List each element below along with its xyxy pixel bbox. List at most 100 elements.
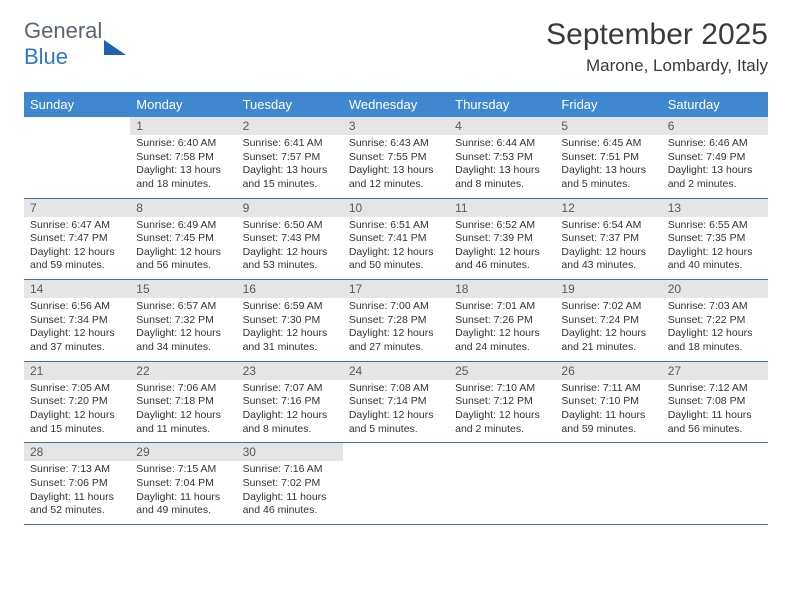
daylight-text: Daylight: 12 hours and 15 minutes. — [30, 409, 124, 436]
calendar-cell: 11 Sunrise: 6:52 AMSunset: 7:39 PMDayligh… — [449, 198, 555, 280]
day-number: 11 — [449, 199, 555, 217]
calendar-cell: 5Sunrise: 6:45 AMSunset: 7:51 PMDaylight… — [555, 117, 661, 198]
dow-sat: Saturday — [662, 92, 768, 117]
daylight-text: Daylight: 12 hours and 50 minutes. — [349, 246, 443, 273]
day-number: 9 — [237, 199, 343, 217]
day-number: 12 — [555, 199, 661, 217]
day-number: 6 — [662, 117, 768, 135]
day-body: Sunrise: 7:01 AMSunset: 7:26 PMDaylight:… — [449, 298, 555, 361]
daylight-text: Daylight: 12 hours and 18 minutes. — [668, 327, 762, 354]
sunrise-text: Sunrise: 6:43 AM — [349, 137, 443, 151]
daylight-text: Daylight: 12 hours and 46 minutes. — [455, 246, 549, 273]
day-number: 13 — [662, 199, 768, 217]
sunset-text: Sunset: 7:12 PM — [455, 395, 549, 409]
sunset-text: Sunset: 7:51 PM — [561, 151, 655, 165]
day-body: Sunrise: 6:59 AMSunset: 7:30 PMDaylight:… — [237, 298, 343, 361]
sunset-text: Sunset: 7:47 PM — [30, 232, 124, 246]
sunset-text: Sunset: 7:43 PM — [243, 232, 337, 246]
logo-word-2: Blue — [24, 44, 68, 69]
sunrise-text: Sunrise: 6:49 AM — [136, 219, 230, 233]
calendar-cell: 9Sunrise: 6:50 AMSunset: 7:43 PMDaylight… — [237, 198, 343, 280]
day-number: 24 — [343, 362, 449, 380]
calendar-week: 7Sunrise: 6:47 AMSunset: 7:47 PMDaylight… — [24, 198, 768, 280]
sunset-text: Sunset: 7:30 PM — [243, 314, 337, 328]
sunrise-text: Sunrise: 7:12 AM — [668, 382, 762, 396]
day-body — [449, 461, 555, 515]
day-body: Sunrise: 6:50 AMSunset: 7:43 PMDaylight:… — [237, 217, 343, 280]
sunrise-text: Sunrise: 7:07 AM — [243, 382, 337, 396]
sunrise-text: Sunrise: 7:05 AM — [30, 382, 124, 396]
sunrise-text: Sunrise: 6:41 AM — [243, 137, 337, 151]
daylight-text: Daylight: 13 hours and 18 minutes. — [136, 164, 230, 191]
calendar-cell: 23Sunrise: 7:07 AMSunset: 7:16 PMDayligh… — [237, 361, 343, 443]
day-number: 4 — [449, 117, 555, 135]
day-number — [24, 117, 130, 135]
daylight-text: Daylight: 12 hours and 59 minutes. — [30, 246, 124, 273]
day-number: 10 — [343, 199, 449, 217]
calendar-cell: 27Sunrise: 7:12 AMSunset: 7:08 PMDayligh… — [662, 361, 768, 443]
calendar-week: 1Sunrise: 6:40 AMSunset: 7:58 PMDaylight… — [24, 117, 768, 198]
calendar-table: Sunday Monday Tuesday Wednesday Thursday… — [24, 92, 768, 525]
sunset-text: Sunset: 7:49 PM — [668, 151, 762, 165]
calendar-cell: 22Sunrise: 7:06 AMSunset: 7:18 PMDayligh… — [130, 361, 236, 443]
sunset-text: Sunset: 7:18 PM — [136, 395, 230, 409]
day-number — [662, 443, 768, 461]
daylight-text: Daylight: 12 hours and 56 minutes. — [136, 246, 230, 273]
sunrise-text: Sunrise: 6:54 AM — [561, 219, 655, 233]
sunset-text: Sunset: 7:57 PM — [243, 151, 337, 165]
month-title: September 2025 — [546, 18, 768, 52]
sunset-text: Sunset: 7:22 PM — [668, 314, 762, 328]
day-body: Sunrise: 7:13 AMSunset: 7:06 PMDaylight:… — [24, 461, 130, 524]
calendar-cell — [449, 443, 555, 525]
calendar-cell: 13Sunrise: 6:55 AMSunset: 7:35 PMDayligh… — [662, 198, 768, 280]
sunset-text: Sunset: 7:55 PM — [349, 151, 443, 165]
sunset-text: Sunset: 7:32 PM — [136, 314, 230, 328]
logo: General Blue — [24, 18, 126, 70]
sunset-text: Sunset: 7:24 PM — [561, 314, 655, 328]
day-body: Sunrise: 7:02 AMSunset: 7:24 PMDaylight:… — [555, 298, 661, 361]
sunrise-text: Sunrise: 6:52 AM — [455, 219, 549, 233]
calendar-cell: 28Sunrise: 7:13 AMSunset: 7:06 PMDayligh… — [24, 443, 130, 525]
daylight-text: Daylight: 12 hours and 43 minutes. — [561, 246, 655, 273]
day-number: 22 — [130, 362, 236, 380]
sunrise-text: Sunrise: 7:02 AM — [561, 300, 655, 314]
day-body: Sunrise: 6:47 AMSunset: 7:47 PMDaylight:… — [24, 217, 130, 280]
logo-triangle-icon — [104, 23, 126, 55]
sunrise-text: Sunrise: 6:56 AM — [30, 300, 124, 314]
sunset-text: Sunset: 7:39 PM — [455, 232, 549, 246]
sunrise-text: Sunrise: 7:00 AM — [349, 300, 443, 314]
sunrise-text: Sunrise: 6:44 AM — [455, 137, 549, 151]
calendar-cell: 8Sunrise: 6:49 AMSunset: 7:45 PMDaylight… — [130, 198, 236, 280]
daylight-text: Daylight: 12 hours and 24 minutes. — [455, 327, 549, 354]
day-number: 7 — [24, 199, 130, 217]
daylight-text: Daylight: 11 hours and 59 minutes. — [561, 409, 655, 436]
calendar-cell: 19Sunrise: 7:02 AMSunset: 7:24 PMDayligh… — [555, 280, 661, 362]
day-body: Sunrise: 6:46 AMSunset: 7:49 PMDaylight:… — [662, 135, 768, 198]
day-number: 25 — [449, 362, 555, 380]
calendar-cell — [343, 443, 449, 525]
calendar-cell: 29Sunrise: 7:15 AMSunset: 7:04 PMDayligh… — [130, 443, 236, 525]
dow-wed: Wednesday — [343, 92, 449, 117]
daylight-text: Daylight: 11 hours and 49 minutes. — [136, 491, 230, 518]
sunset-text: Sunset: 7:04 PM — [136, 477, 230, 491]
dow-sun: Sunday — [24, 92, 130, 117]
day-body: Sunrise: 7:06 AMSunset: 7:18 PMDaylight:… — [130, 380, 236, 443]
sunrise-text: Sunrise: 6:45 AM — [561, 137, 655, 151]
day-number: 1 — [130, 117, 236, 135]
sunrise-text: Sunrise: 7:06 AM — [136, 382, 230, 396]
daylight-text: Daylight: 11 hours and 52 minutes. — [30, 491, 124, 518]
sunrise-text: Sunrise: 7:03 AM — [668, 300, 762, 314]
calendar-cell: 1Sunrise: 6:40 AMSunset: 7:58 PMDaylight… — [130, 117, 236, 198]
day-body: Sunrise: 6:43 AMSunset: 7:55 PMDaylight:… — [343, 135, 449, 198]
sunset-text: Sunset: 7:45 PM — [136, 232, 230, 246]
day-number: 17 — [343, 280, 449, 298]
day-body: Sunrise: 7:12 AMSunset: 7:08 PMDaylight:… — [662, 380, 768, 443]
daylight-text: Daylight: 12 hours and 27 minutes. — [349, 327, 443, 354]
calendar-cell: 18Sunrise: 7:01 AMSunset: 7:26 PMDayligh… — [449, 280, 555, 362]
sunset-text: Sunset: 7:34 PM — [30, 314, 124, 328]
day-number — [449, 443, 555, 461]
day-body: Sunrise: 6:55 AMSunset: 7:35 PMDaylight:… — [662, 217, 768, 280]
day-number: 16 — [237, 280, 343, 298]
day-body — [24, 135, 130, 189]
day-body: Sunrise: 7:16 AMSunset: 7:02 PMDaylight:… — [237, 461, 343, 524]
